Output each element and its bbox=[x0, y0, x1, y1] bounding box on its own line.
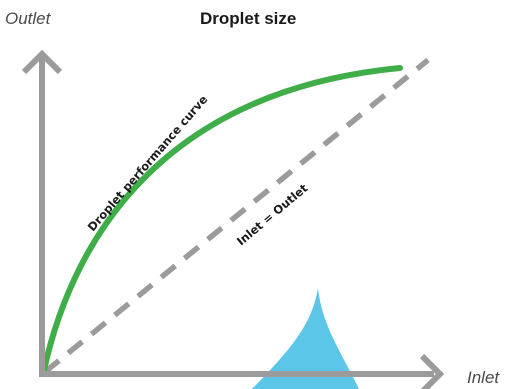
diagram-title: Droplet size bbox=[200, 9, 296, 28]
droplet-performance-curve bbox=[41, 65, 403, 373]
arrow-right-icon bbox=[419, 353, 445, 389]
water-droplet-icon bbox=[252, 288, 359, 389]
diagonal-label: Inlet = Outlet bbox=[234, 181, 311, 249]
x-axis-title: Inlet bbox=[467, 368, 500, 387]
inlet-equals-outlet-line bbox=[43, 57, 430, 375]
y-axis-title: Outlet bbox=[5, 9, 52, 28]
curve-label: Droplet performance curve bbox=[85, 92, 211, 234]
arrow-up-icon bbox=[21, 49, 63, 75]
